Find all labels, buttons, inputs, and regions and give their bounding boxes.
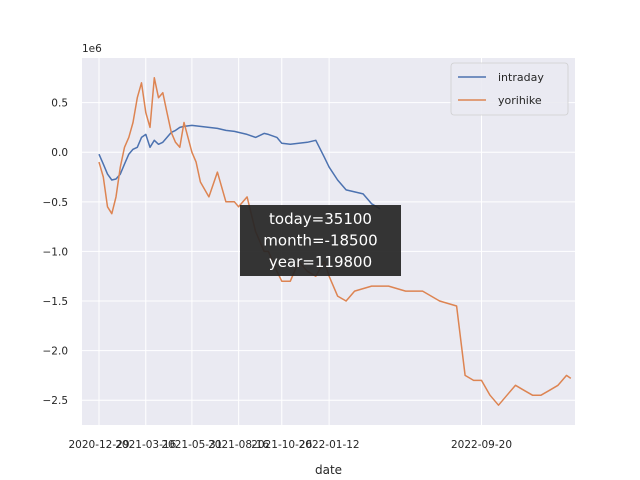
legend-frame: [450, 62, 569, 116]
y-tick-label: −1.0: [43, 246, 69, 258]
y-tick-label: −0.5: [43, 197, 69, 209]
annotation-line: month=-18500: [263, 232, 377, 250]
x-tick-label: 2021-08-16: [208, 439, 269, 451]
x-tick-label: 2021-05-31: [161, 439, 222, 451]
y-offset-label: 1e6: [82, 43, 102, 55]
annotation-line: year=119800: [269, 253, 372, 271]
x-tick-label: 2020-12-29: [68, 439, 129, 451]
x-tick-label: 2021-03-16: [115, 439, 176, 451]
y-tick-label: −2.0: [43, 346, 69, 358]
annotation-background: [240, 205, 401, 276]
x-tick-label: 2022-09-20: [451, 439, 512, 451]
x-tick-labels: 2020-12-292021-03-162021-05-312021-08-16…: [68, 439, 512, 451]
x-tick-label: 2022-01-12: [299, 439, 360, 451]
x-tick-label: 2021-10-26: [251, 439, 312, 451]
legend-label-yorihike: yorihike: [498, 94, 542, 107]
y-tick-labels: 0.5 0.0 −0.5 −1.0 −1.5 −2.0 −2.5: [43, 98, 69, 408]
legend: intraday yorihike: [450, 62, 569, 116]
legend-label-intraday: intraday: [498, 71, 544, 84]
annotation-box: today=35100 month=-18500 year=119800: [240, 205, 401, 276]
series-line-intraday: [98, 124, 381, 210]
y-tick-label: −2.5: [43, 395, 69, 407]
x-axis-label: date: [315, 463, 342, 477]
y-tick-label: 0.5: [51, 98, 68, 110]
annotation-line: today=35100: [269, 210, 372, 228]
y-tick-label: −1.5: [43, 296, 69, 308]
y-tick-label: 0.0: [51, 147, 68, 159]
